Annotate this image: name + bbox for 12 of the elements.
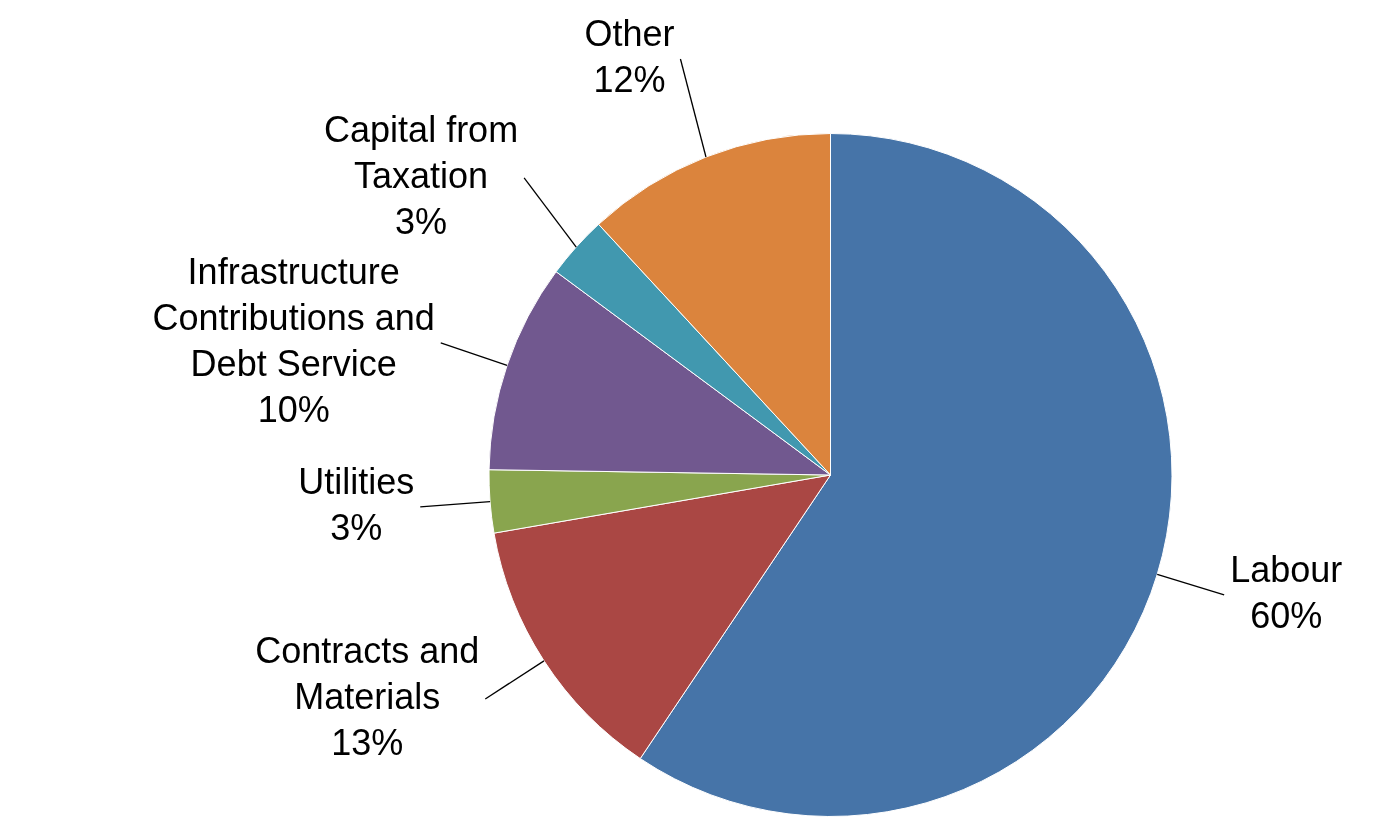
slice-label: Infrastructure Contributions and Debt Service (152, 250, 435, 384)
data-label: 3% (395, 200, 448, 242)
data-label: 10% (257, 388, 330, 430)
slice-label: Labour (1230, 548, 1343, 590)
data-label: 3% (330, 506, 383, 548)
slice-label: Utilities (298, 460, 415, 502)
data-label: 60% (1250, 594, 1323, 636)
slice-label: Other (584, 12, 675, 54)
data-label: 13% (331, 721, 404, 763)
data-label: 12% (593, 58, 666, 100)
slice-label: Contracts and Materials (255, 629, 480, 717)
slice-label: Capital from Taxation (324, 108, 519, 196)
